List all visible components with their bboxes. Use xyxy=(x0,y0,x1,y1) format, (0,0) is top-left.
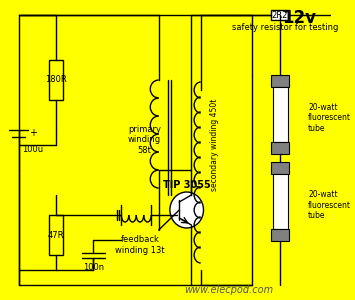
Text: www.elecpod.com: www.elecpod.com xyxy=(184,285,273,295)
Bar xyxy=(271,142,289,154)
Text: primary
winding
58t: primary winding 58t xyxy=(128,125,161,155)
Bar xyxy=(271,162,289,174)
Text: TIP 3055: TIP 3055 xyxy=(163,180,211,190)
Bar xyxy=(271,229,289,241)
Text: 47R: 47R xyxy=(48,230,64,239)
Text: 12v: 12v xyxy=(282,9,316,27)
Text: secondary winding 450t: secondary winding 450t xyxy=(210,99,219,191)
Bar xyxy=(49,215,62,255)
Text: safety resistor for testing: safety resistor for testing xyxy=(231,22,338,32)
Text: 2R2: 2R2 xyxy=(272,11,288,20)
Bar xyxy=(49,60,62,100)
Circle shape xyxy=(170,192,203,228)
Bar xyxy=(273,174,288,229)
Bar xyxy=(271,75,289,87)
Text: 20-watt
fluorescent
tube: 20-watt fluorescent tube xyxy=(308,103,351,133)
Text: 100n: 100n xyxy=(83,263,104,272)
Text: 100u: 100u xyxy=(22,146,43,154)
Text: 20-watt
fluorescent
tube: 20-watt fluorescent tube xyxy=(308,190,351,220)
Bar xyxy=(271,10,289,20)
Text: +: + xyxy=(29,128,37,138)
Text: 180R: 180R xyxy=(45,76,67,85)
Text: feedback
winding 13t: feedback winding 13t xyxy=(115,235,165,255)
Bar xyxy=(273,87,288,142)
